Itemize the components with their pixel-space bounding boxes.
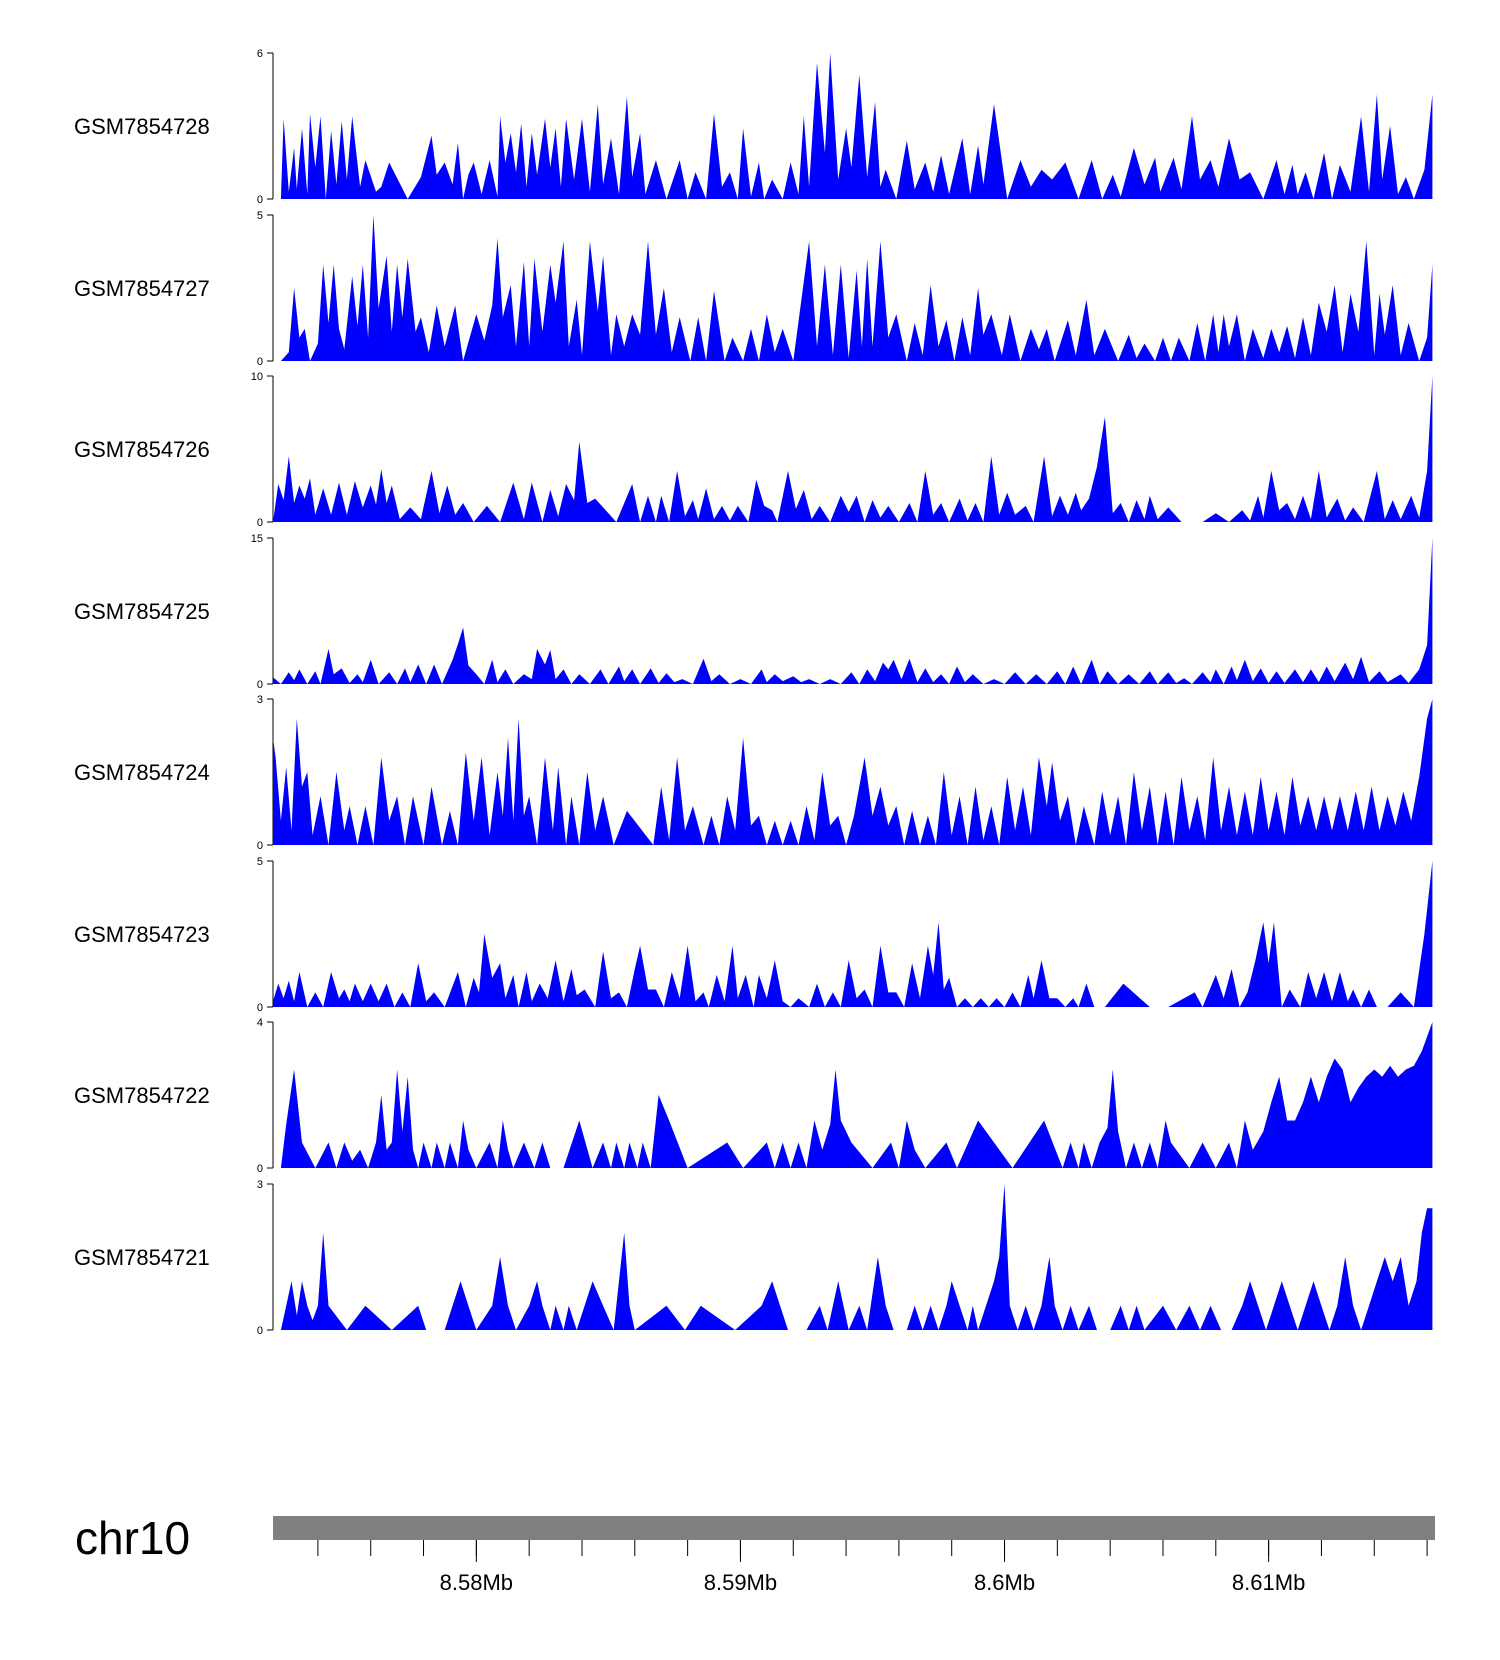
track-label: GSM7854727 [74,276,210,301]
track-GSM7854728: GSM7854728 6 0 [74,48,1433,206]
track-label: GSM7854724 [74,760,210,785]
track-label: GSM7854725 [74,599,210,624]
y-axis-min-label: 0 [257,679,263,691]
y-axis-max-label: 5 [257,210,263,222]
coverage-area [280,53,1433,199]
genomic-axis-ticks: 8.58Mb 8.59Mb 8.6Mb 8.61Mb [317,1540,1428,1595]
coverage-area [280,1184,1433,1330]
coverage-area [273,538,1433,684]
track-GSM7854725: GSM7854725 15 0 [74,533,1433,691]
track-label: GSM7854721 [74,1245,210,1270]
track-GSM7854723: GSM7854723 5 0 [74,856,1433,1014]
track-GSM7854722: GSM7854722 4 0 [74,1017,1433,1175]
track-GSM7854721: GSM7854721 3 0 [74,1179,1433,1337]
y-axis-max-label: 4 [257,1017,263,1029]
coverage-area [280,1022,1433,1168]
axis-position-label: 8.6Mb [974,1570,1035,1595]
axis-position-label: 8.59Mb [704,1570,777,1595]
y-axis-min-label: 0 [257,194,263,206]
chromosome-label: chr10 [75,1512,190,1564]
y-axis-max-label: 10 [251,371,263,383]
y-axis-max-label: 5 [257,856,263,868]
data-tracks: GSM785472860GSM785472750GSM7854726100GSM… [74,48,1433,1337]
y-axis-min-label: 0 [257,1163,263,1175]
axis-position-label: 8.58Mb [440,1570,513,1595]
track-label: GSM7854722 [74,1083,210,1108]
axis-position-label: 8.61Mb [1232,1570,1305,1595]
coverage-area [280,215,1433,361]
coverage-area [273,861,1433,1007]
y-axis-max-label: 6 [257,48,263,60]
chromosome-ideogram-bar [273,1516,1435,1540]
coverage-area [273,699,1433,845]
track-label: GSM7854728 [74,114,210,139]
y-axis-max-label: 3 [257,1179,263,1191]
y-axis-min-label: 0 [257,356,263,368]
y-axis-min-label: 0 [257,517,263,529]
chromosome-axis: chr10 8.58Mb 8.59Mb 8.6Mb 8.61Mb [75,1512,1435,1595]
y-axis-max-label: 3 [257,694,263,706]
track-GSM7854724: GSM7854724 3 0 [74,694,1433,852]
track-label: GSM7854723 [74,922,210,947]
y-axis-min-label: 0 [257,840,263,852]
y-axis-min-label: 0 [257,1002,263,1014]
track-label: GSM7854726 [74,437,210,462]
coverage-area [273,376,1433,522]
y-axis-min-label: 0 [257,1325,263,1337]
track-GSM7854727: GSM7854727 5 0 [74,210,1433,368]
track-GSM7854726: GSM7854726 10 0 [74,371,1433,529]
y-axis-max-label: 15 [251,533,263,545]
